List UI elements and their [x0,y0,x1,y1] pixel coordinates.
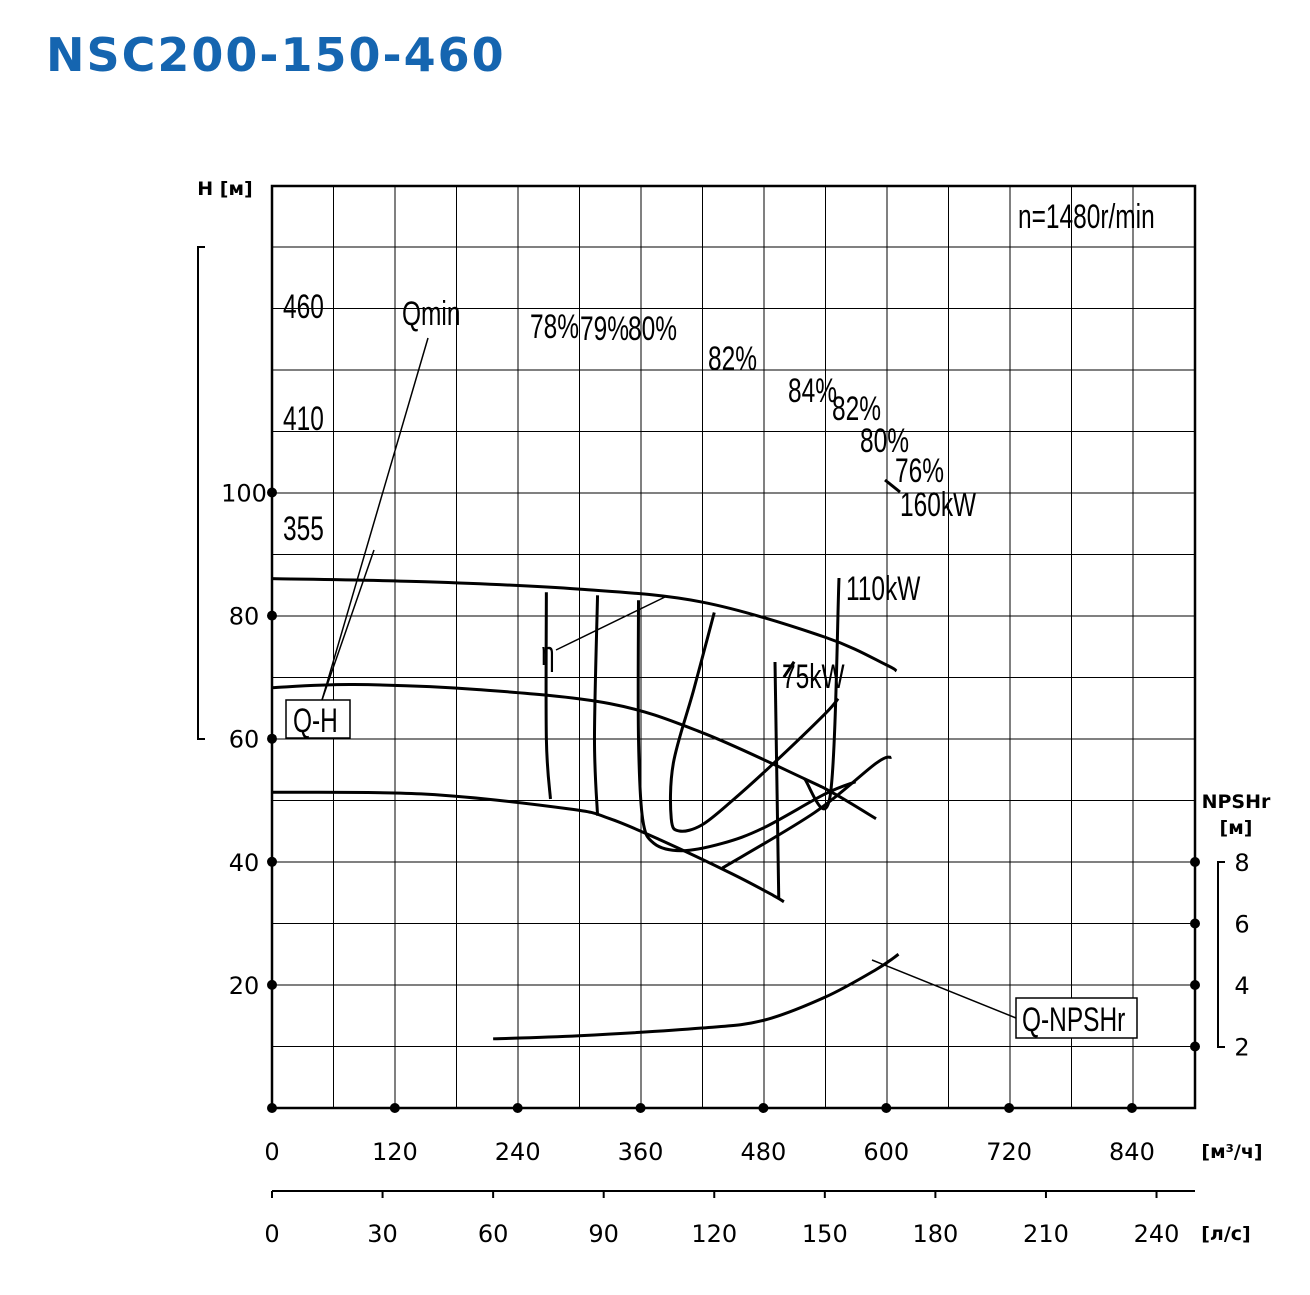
x2-tick-label: 90 [588,1220,619,1248]
plot-frame [270,184,1197,1110]
qmin-leader-line [321,337,429,701]
head-curve-460 [271,577,898,673]
npsh-tick-label: 6 [1234,911,1249,939]
head-axis-dot [267,487,277,498]
npsh-tick-label: 8 [1234,849,1249,877]
efficiency-label: 78% [530,308,579,346]
npsh-axis-dot [1190,1041,1200,1052]
efficiency-curve-2 [636,600,857,853]
npsh-tick-label: 4 [1234,972,1249,1000]
power-leader-110 [803,577,841,811]
x-axis-dot [389,1103,400,1113]
efficiency-label: 80% [628,310,677,348]
head-tick-label: 80 [229,603,260,631]
head-axis-label: H [м] [197,178,252,200]
efficiency-label: 82% [832,390,881,428]
efficiency-label: 79% [580,310,629,348]
head-axis-dot [267,733,277,744]
npsh-axis-dot [1190,918,1200,929]
power-label-75kW: 75kW [782,658,845,696]
npsh-axis-label: NPSHr [1202,791,1271,813]
head-axis-dot [267,856,277,867]
npsh-label: Q-NPSHr [1022,1001,1125,1039]
x-tick-label: 120 [372,1138,418,1166]
x-axis-unit-m3h: [м³/ч] [1201,1141,1262,1163]
efficiency-label: 80% [860,422,909,460]
chart-grid [272,186,1195,1108]
x2-tick-label: 240 [1134,1220,1180,1248]
head-axis-dot [267,979,277,990]
efficiency-label: 82% [708,340,757,378]
efficiency-label: 84% [788,372,837,410]
npsh-curve [493,953,900,1041]
x-tick-label: 360 [618,1138,664,1166]
power-leader-160 [884,478,901,494]
x-axis-dot [881,1103,892,1113]
qh-label-box [285,699,351,739]
x2-tick-label: 180 [912,1220,958,1248]
npsh-leader-line [871,959,1017,1019]
npsh-label-box [1015,997,1138,1039]
x-tick-label: 0 [264,1138,279,1166]
x2-tick-label: 60 [478,1220,509,1248]
power-label-110kW: 110kW [846,570,920,608]
qh-leader-line [321,549,375,701]
power-leader-75 [773,661,781,899]
npsh-axis-dot [1190,857,1200,867]
x-axis-dot [267,1103,277,1113]
impeller-label-460: 460 [283,288,324,326]
npsh-axis-unit: [м] [1220,817,1253,839]
head-axis-bracket [197,246,205,740]
impeller-label-355: 355 [283,510,324,548]
x2-tick-label: 30 [367,1220,398,1248]
x-tick-label: 720 [986,1138,1032,1166]
head-tick-label: 60 [229,726,260,754]
efficiency-curve-1 [592,595,600,816]
chart-title: NSC200-150-460 [46,28,506,82]
impeller-label-410: 410 [283,400,324,438]
efficiency-curve-4 [782,660,796,678]
efficiency-curve-0 [544,592,552,800]
x-tick-label: 600 [863,1138,909,1166]
head-tick-label: 20 [229,972,260,1000]
x-axis-dot [635,1103,646,1113]
x-axis-dot [1004,1103,1015,1113]
efficiency-curve-5 [721,755,892,870]
head-axis-dot [267,610,277,621]
x2-tick-label: 210 [1023,1220,1069,1248]
x2-tick-label: 0 [264,1220,279,1248]
x2-tick-label: 150 [802,1220,848,1248]
npsh-axis-bracket [1217,861,1225,1048]
x-axis-dot [1126,1103,1137,1113]
head-tick-label: 40 [229,849,260,877]
head-tick-label: 100 [221,480,267,508]
npsh-axis-dot [1190,980,1200,990]
x-tick-label: 840 [1109,1138,1155,1166]
npsh-tick-label: 2 [1234,1034,1249,1062]
efficiency-label: 76% [895,452,944,490]
x-axis-dot [512,1103,523,1113]
x-tick-label: 480 [740,1138,786,1166]
qmin-label: Qmin [402,295,460,333]
qh-label: Q-H [293,702,338,740]
power-label-160kW: 160kW [900,486,976,524]
head-curve-355 [271,790,785,904]
x-axis-unit-ls: [л/с] [1201,1223,1251,1245]
eta-leader-line [555,596,666,651]
efficiency-curve-3 [668,612,840,833]
x-tick-label: 240 [495,1138,541,1166]
x2-tick-label: 120 [691,1220,737,1248]
axes: 20 40 60 80 100 H [м] 2 4 6 8 NPSHr [м] 0 120 240 360 48… [197,178,1271,1248]
head-curve-410 [271,683,877,821]
x-axis-dot [758,1103,769,1113]
eta-label: η [541,635,555,673]
speed-label: n=1480r/min [1018,198,1155,236]
curves [271,337,1017,1041]
